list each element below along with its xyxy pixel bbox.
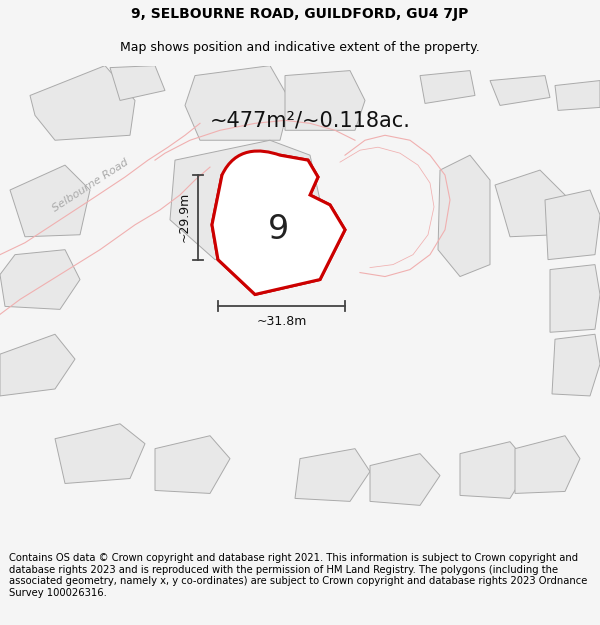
- Polygon shape: [0, 249, 80, 309]
- Polygon shape: [295, 449, 370, 501]
- Text: Map shows position and indicative extent of the property.: Map shows position and indicative extent…: [120, 41, 480, 54]
- Polygon shape: [495, 170, 570, 237]
- Polygon shape: [155, 436, 230, 493]
- Text: Selbourne Road: Selbourne Road: [50, 157, 130, 213]
- Text: ~31.8m: ~31.8m: [256, 315, 307, 328]
- Polygon shape: [30, 66, 135, 140]
- PathPatch shape: [212, 151, 345, 294]
- Polygon shape: [55, 424, 145, 484]
- Polygon shape: [170, 140, 320, 259]
- Polygon shape: [0, 334, 75, 396]
- Text: 9, SELBOURNE ROAD, GUILDFORD, GU4 7JP: 9, SELBOURNE ROAD, GUILDFORD, GU4 7JP: [131, 8, 469, 21]
- Text: ~477m²/~0.118ac.: ~477m²/~0.118ac.: [209, 111, 410, 131]
- Polygon shape: [185, 66, 290, 140]
- Polygon shape: [460, 442, 530, 498]
- Polygon shape: [515, 436, 580, 493]
- Polygon shape: [285, 71, 365, 130]
- Text: 9: 9: [268, 213, 289, 246]
- Polygon shape: [438, 155, 490, 276]
- Polygon shape: [555, 81, 600, 111]
- Polygon shape: [550, 264, 600, 332]
- Polygon shape: [212, 155, 345, 294]
- Polygon shape: [110, 66, 165, 101]
- Polygon shape: [490, 76, 550, 106]
- Polygon shape: [10, 165, 90, 237]
- Polygon shape: [370, 454, 440, 506]
- Text: ~29.9m: ~29.9m: [178, 192, 191, 242]
- Text: Contains OS data © Crown copyright and database right 2021. This information is : Contains OS data © Crown copyright and d…: [9, 553, 587, 598]
- Polygon shape: [420, 71, 475, 103]
- Polygon shape: [552, 334, 600, 396]
- Polygon shape: [545, 190, 600, 259]
